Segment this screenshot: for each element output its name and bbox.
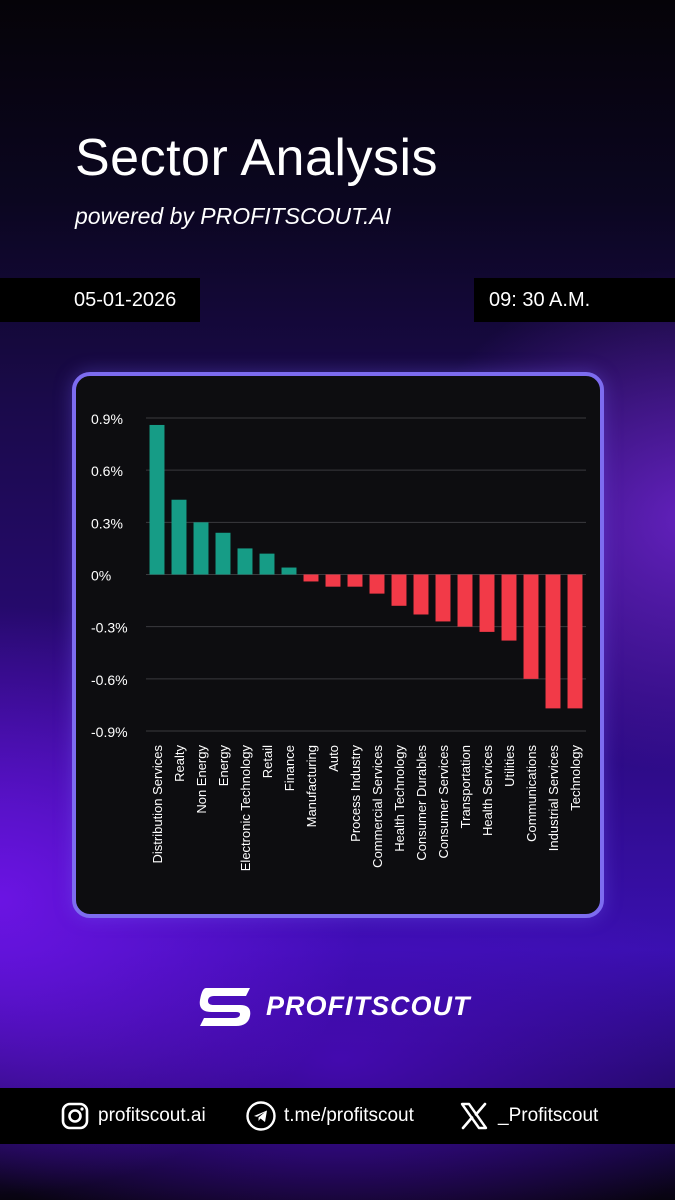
bar: [215, 532, 231, 575]
x-tick-label: Technology: [568, 745, 583, 811]
x-icon: [460, 1102, 488, 1130]
x-tick-label: Commercial Services: [370, 745, 385, 868]
bar: [171, 499, 187, 575]
date-text: 05-01-2026: [74, 288, 177, 311]
y-tick-label: -0.6%: [91, 672, 128, 688]
brand-name: PROFITSCOUT: [266, 990, 471, 1021]
x-tick-label: Realty: [172, 745, 187, 782]
bar: [149, 424, 165, 575]
y-tick-label: -0.3%: [91, 620, 128, 636]
bar: [369, 574, 385, 594]
bar: [435, 574, 451, 622]
instagram-link[interactable]: profitscout.ai: [60, 1101, 206, 1131]
x-handle: _Profitscout: [498, 1105, 599, 1126]
bar: [413, 574, 429, 615]
bar: [237, 548, 253, 575]
y-tick-label: 0%: [91, 568, 111, 584]
x-tick-label: Utilities: [502, 745, 517, 787]
x-tick-label: Process Industry: [348, 745, 363, 842]
x-link[interactable]: _Profitscout: [458, 1100, 598, 1132]
telegram-link[interactable]: t.me/profitscout: [246, 1101, 414, 1131]
bar: [347, 574, 363, 587]
bar: [457, 574, 473, 627]
x-tick-label: Finance: [282, 745, 297, 791]
y-tick-label: 0.3%: [91, 515, 123, 531]
bar: [193, 522, 209, 575]
bar: [281, 567, 297, 575]
bar: [303, 574, 319, 582]
x-tick-label: Transportation: [458, 745, 473, 828]
x-tick-label: Industrial Services: [546, 745, 561, 852]
time-badge: 09: 30 A.M.: [474, 278, 675, 322]
x-tick-label: Auto: [326, 745, 341, 772]
page-title: Sector Analysis: [75, 129, 438, 187]
x-tick-label: Health Services: [480, 745, 495, 837]
x-tick-label: Non Energy: [194, 745, 209, 814]
bar: [545, 574, 561, 709]
bar: [567, 574, 583, 709]
date-badge: 05-01-2026: [0, 278, 200, 322]
bar: [523, 574, 539, 679]
footer-bar: profitscout.ai t.me/profitscout _Profits…: [0, 1088, 675, 1144]
x-tick-label: Distribution Services: [150, 745, 165, 864]
sector-bar-chart: 0.9% 0.6% 0.3% 0% -0.3% -0.6% -0.9% Distributio…: [91, 411, 586, 872]
x-tick-label: Manufacturing: [304, 745, 319, 827]
page-subtitle: powered by PROFITSCOUT.AI: [75, 203, 392, 229]
bar: [259, 553, 275, 575]
telegram-handle: t.me/profitscout: [284, 1105, 414, 1126]
x-tick-label: Health Technology: [392, 745, 407, 852]
y-tick-label: 0.9%: [91, 411, 123, 427]
instagram-icon: [61, 1102, 89, 1130]
time-text: 09: 30 A.M.: [489, 288, 591, 311]
y-tick-label: 0.6%: [91, 463, 123, 479]
bar: [501, 574, 517, 641]
instagram-handle: profitscout.ai: [98, 1105, 206, 1126]
x-tick-label: Energy: [216, 745, 231, 787]
telegram-icon: [246, 1101, 276, 1131]
bar: [391, 574, 407, 606]
bar: [479, 574, 495, 632]
y-tick-label: -0.9%: [91, 724, 128, 740]
x-tick-label: Consumer Durables: [414, 745, 429, 861]
bar: [325, 574, 341, 587]
x-tick-label: Retail: [260, 745, 275, 778]
x-tick-label: Consumer Services: [436, 745, 451, 859]
x-tick-label: Electronic Technology: [238, 745, 253, 872]
chart-card: 0.9% 0.6% 0.3% 0% -0.3% -0.6% -0.9% Distributio…: [72, 372, 604, 918]
profitscout-logo-icon: [199, 988, 251, 1026]
x-tick-label: Communications: [524, 745, 539, 842]
brand-logo: PROFITSCOUT: [196, 980, 486, 1032]
